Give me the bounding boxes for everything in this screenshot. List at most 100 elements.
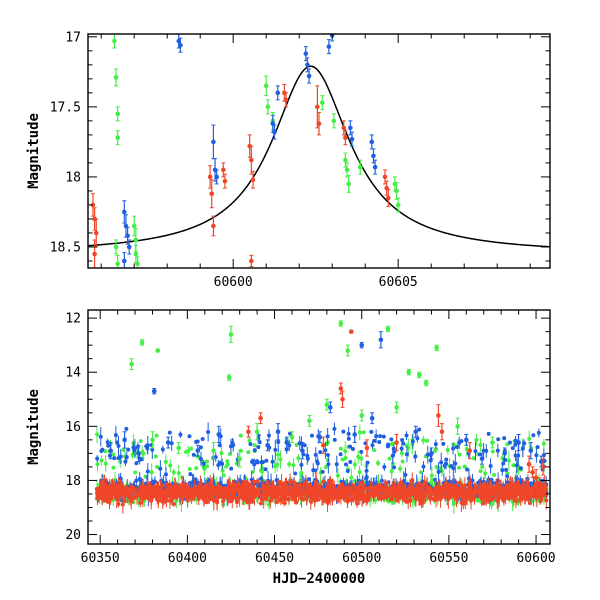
top-b-point	[126, 239, 132, 255]
model-curve	[88, 65, 550, 248]
bottom-g-point	[455, 417, 460, 435]
bottom-b-point	[479, 452, 485, 465]
top-g-point	[344, 162, 350, 178]
bottom-b-point	[464, 433, 469, 446]
x-tick-label: 60600	[214, 275, 253, 290]
bottom-panel-axes: 60350 60400 60450 60500 60550 60600 12 14 16 18 20	[65, 310, 556, 566]
bottom-r-point	[340, 390, 345, 408]
bottom-b-point	[502, 447, 507, 460]
x-tick-label: 60450	[255, 551, 294, 566]
top-g-point	[346, 175, 352, 193]
bottom-g-point	[155, 348, 161, 353]
top-panel: 60600 60605 17 17.5 18 18.5 Magnitude	[26, 30, 551, 290]
bottom-b-point	[429, 447, 434, 460]
bottom-g-point	[289, 431, 295, 444]
y-tick-label: 18.5	[50, 240, 81, 255]
bottom-g-point	[423, 379, 429, 387]
top-r-point	[341, 120, 347, 136]
bottom-r-point	[530, 466, 535, 479]
x-tick-label: 60500	[342, 551, 381, 566]
bottom-panel-frame	[87, 309, 551, 545]
bottom-b-point	[284, 436, 290, 449]
top-r-point	[315, 85, 320, 129]
top-b-point	[326, 39, 332, 55]
bottom-b-point	[195, 444, 201, 457]
bottom-g-point	[416, 371, 422, 379]
y-tick-label: 17.5	[50, 100, 81, 115]
bottom-g-point	[434, 344, 439, 352]
y-tick-label: 12	[65, 312, 81, 327]
top-b-point	[272, 124, 277, 140]
y-tick-label: 17	[65, 30, 81, 45]
bottom-r-point	[439, 423, 445, 441]
y-tick-label: 16	[65, 420, 81, 435]
top-r-point	[222, 173, 228, 189]
bottom-b-point	[317, 431, 323, 444]
bottom-r-point	[467, 442, 473, 460]
bottom-b-point	[413, 425, 419, 438]
top-r-point	[250, 170, 256, 189]
top-r-point	[92, 239, 97, 268]
top-g-point	[331, 113, 337, 129]
top-g-point	[131, 215, 137, 237]
bottom-b-point	[300, 442, 305, 460]
bottom-g-point	[490, 436, 495, 449]
bottom-b-point	[359, 341, 365, 349]
y-tick-label: 20	[65, 528, 81, 543]
top-g-point	[265, 99, 271, 115]
bottom-g-point	[345, 344, 351, 357]
bottom-b-point	[378, 331, 384, 349]
bottom-g-point	[129, 358, 134, 371]
bottom-g-point	[385, 325, 391, 333]
bottom-g-point	[394, 401, 399, 414]
x-tick-label: 60600	[516, 551, 555, 566]
top-g-point	[113, 68, 119, 87]
bottom-g-point	[211, 442, 216, 460]
bottom-g-point	[359, 409, 365, 422]
bottom-panel: 60350 60400 60450 60500 60550 60600 12 14 16 18 20…	[26, 309, 556, 587]
bottom-b-point	[516, 433, 521, 452]
top-b-point	[214, 169, 219, 185]
top-b-point	[306, 68, 312, 84]
top-b-point	[372, 159, 378, 175]
bottom-x-axis-label: HJD−2400000	[273, 571, 366, 587]
bottom-r-point	[258, 412, 263, 425]
x-tick-label: 60350	[81, 551, 120, 566]
top-g-point	[115, 130, 120, 146]
bottom-g-point	[406, 369, 412, 376]
bottom-b-point	[108, 442, 113, 460]
bottom-g-point	[139, 339, 145, 346]
top-g-point	[115, 254, 120, 268]
bottom-r-point	[321, 436, 326, 454]
top-r-point	[209, 179, 215, 209]
bottom-b-point	[275, 423, 281, 441]
y-tick-label: 18	[65, 474, 81, 489]
bottom-y-axis-label: Magnitude	[26, 389, 42, 465]
bottom-g-point	[307, 415, 312, 427]
top-b-point	[349, 131, 355, 147]
bottom-r-point	[348, 329, 354, 334]
top-b-point	[178, 37, 183, 53]
bottom-panel-data	[94, 320, 549, 514]
bottom-g-point	[226, 374, 232, 381]
baseline-r-cloud	[94, 471, 549, 514]
bottom-r-point	[394, 433, 399, 452]
bottom-r-point	[364, 439, 370, 457]
top-r-point	[386, 189, 391, 207]
bottom-b-point	[151, 387, 157, 395]
top-g-point	[112, 34, 117, 49]
top-g-point	[135, 256, 140, 268]
top-g-point	[263, 75, 269, 97]
bottom-r-point	[540, 458, 546, 476]
top-g-point	[320, 95, 325, 111]
top-g-point	[343, 152, 348, 168]
top-y-axis-label: Magnitude	[26, 113, 42, 189]
bottom-g-point	[228, 325, 234, 343]
bottom-r-point	[338, 382, 344, 395]
top-g-point	[133, 245, 139, 263]
bottom-b-point	[369, 412, 375, 425]
bottom-r-point	[537, 477, 542, 490]
top-r-point	[283, 92, 289, 108]
bottom-b-point	[328, 401, 333, 414]
